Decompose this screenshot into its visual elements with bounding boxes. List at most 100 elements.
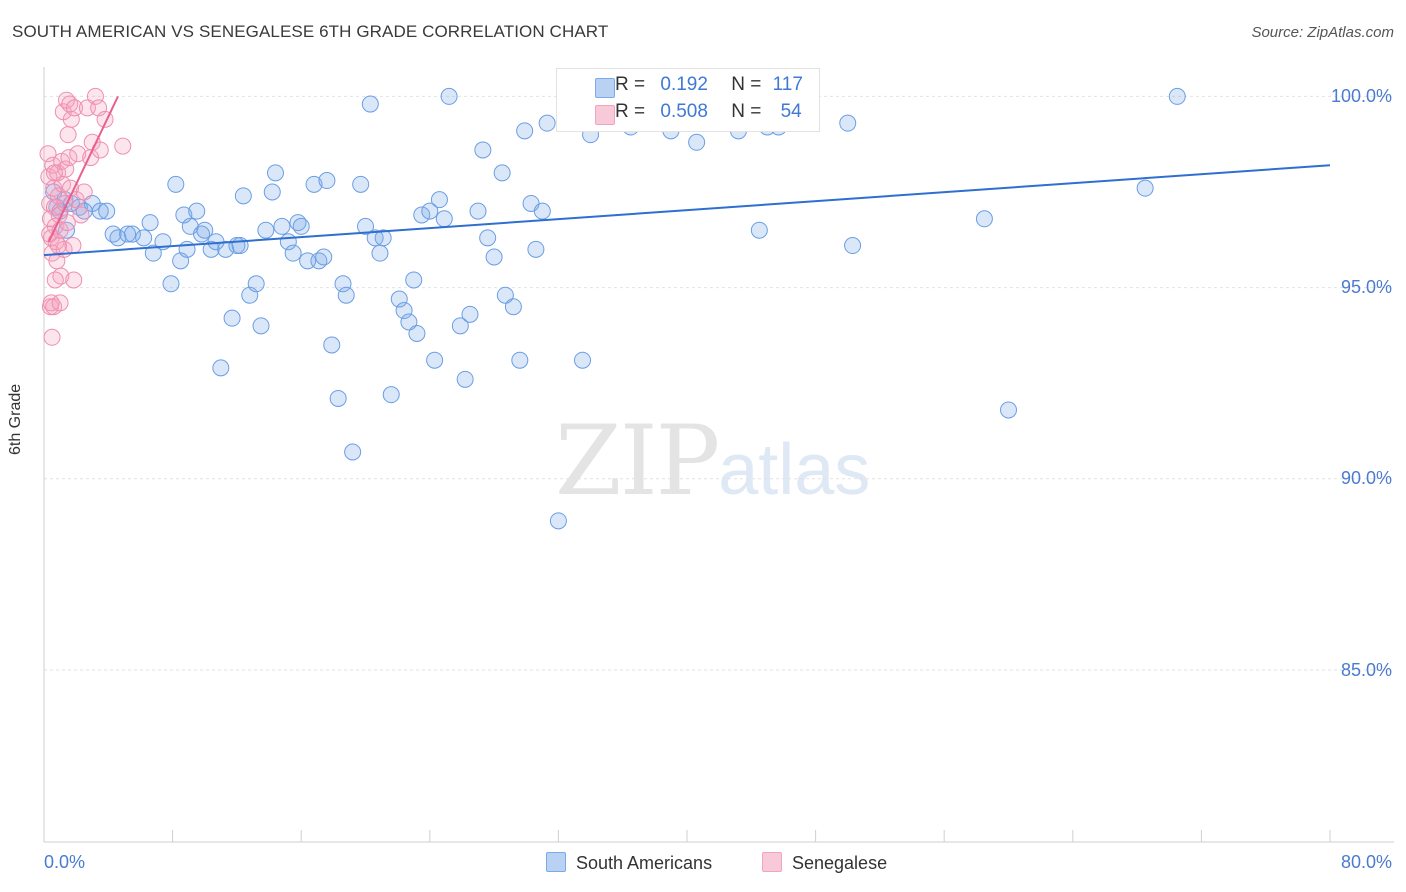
south-american-point-12	[109, 229, 127, 247]
stats-swatch-blue	[595, 78, 615, 98]
legend-item-south-americans[interactable]: South Americans	[546, 852, 712, 874]
south-american-point-52	[323, 336, 341, 354]
south-american-point-74	[440, 87, 458, 105]
south-american-point-55	[337, 286, 355, 304]
south-american-point-35	[234, 187, 252, 205]
south-american-point-85	[511, 351, 529, 369]
south-american-point-42	[273, 217, 291, 235]
south-american-point-113	[1136, 179, 1154, 197]
south-american-point-78	[469, 202, 487, 220]
stats-box: R = 0.192 N = 117 R = 0.508 N = 54	[556, 68, 820, 132]
senegalese-point-48	[46, 271, 64, 289]
south-american-trendline	[43, 164, 1331, 257]
south-american-point-114	[1168, 87, 1186, 105]
south-american-point-27	[196, 221, 214, 239]
stats-r-label: R =	[615, 101, 646, 122]
stats-swatch-pink	[595, 105, 615, 125]
senegalese-point-26	[60, 149, 78, 167]
south-american-point-79	[474, 141, 492, 159]
south-american-point-41	[266, 164, 284, 182]
south-american-point-48	[305, 175, 323, 193]
south-american-point-56	[344, 443, 362, 461]
senegalese-point-34	[69, 145, 87, 163]
legend-swatch-blue	[546, 852, 566, 872]
south-american-point-101	[688, 133, 706, 151]
senegalese-point-32	[66, 99, 84, 117]
south-american-point-58	[357, 217, 374, 235]
south-american-point-61	[371, 244, 389, 262]
south-american-point-62	[374, 229, 392, 247]
south-american-point-51	[318, 172, 336, 190]
south-american-point-32	[223, 309, 241, 327]
south-american-point-88	[527, 240, 545, 258]
south-american-point-110	[844, 237, 862, 255]
south-american-point-75	[451, 317, 469, 335]
south-american-point-13	[119, 225, 137, 243]
south-american-point-59	[361, 95, 379, 113]
south-american-point-111	[975, 210, 993, 228]
legend-swatch-pink	[762, 852, 782, 872]
senegalese-point-24	[58, 214, 76, 232]
senegalese-point-30	[64, 237, 82, 255]
south-american-point-72	[430, 191, 448, 209]
south-american-point-73	[435, 210, 453, 228]
senegalese-point-25	[59, 126, 77, 144]
y-tick-label-100: 100.0%	[1330, 86, 1392, 106]
senegalese-point-53	[49, 237, 67, 255]
south-american-point-9	[91, 202, 109, 220]
south-american-point-94	[574, 351, 592, 369]
stats-row-senegalese: R = 0.508 N = 54	[595, 101, 802, 127]
south-american-point-89	[533, 202, 551, 220]
x-tick-label-min: 0.0%	[44, 852, 86, 872]
senegalese-point-35	[72, 206, 90, 224]
stats-r-label: R =	[615, 74, 646, 95]
y-tick-label-90: 90.0%	[1340, 468, 1392, 488]
south-american-point-25	[188, 202, 206, 220]
south-american-point-14	[123, 225, 141, 243]
south-american-point-16	[141, 214, 159, 232]
south-american-point-112	[1000, 401, 1017, 419]
south-american-point-15	[135, 229, 153, 247]
south-american-point-86	[516, 122, 534, 140]
y-axis-label: 6th Grade	[7, 383, 24, 455]
south-american-point-68	[408, 324, 426, 342]
south-american-point-46	[292, 217, 310, 235]
south-american-point-91	[549, 512, 567, 530]
south-american-point-77	[461, 305, 479, 323]
south-american-point-104	[750, 221, 768, 239]
south-american-point-40	[263, 183, 281, 201]
south-american-point-57	[352, 175, 370, 193]
senegalese-point-36	[75, 183, 93, 201]
chart-source: Source: ZipAtlas.com	[1251, 24, 1394, 41]
south-american-point-20	[167, 175, 185, 193]
stats-n-value: 54	[780, 101, 802, 122]
stats-n-label: N =	[731, 101, 762, 122]
south-american-point-10	[98, 202, 116, 220]
south-american-point-19	[162, 275, 180, 293]
south-american-point-53	[329, 389, 347, 407]
south-american-point-70	[421, 202, 439, 220]
south-american-point-81	[485, 248, 503, 266]
chart-title: SOUTH AMERICAN VS SENEGALESE 6TH GRADE C…	[12, 22, 609, 41]
y-tick-label-95: 95.0%	[1340, 277, 1392, 297]
legend-label: Senegalese	[792, 853, 888, 873]
south-american-point-30	[212, 359, 230, 377]
south-american-point-44	[284, 244, 302, 262]
south-american-point-50	[315, 248, 333, 266]
stats-r-value: 0.508	[660, 101, 708, 122]
senegalese-point-52	[45, 164, 63, 182]
south-american-point-90	[538, 114, 556, 132]
senegalese-point-50	[114, 137, 132, 155]
south-american-point-109	[839, 114, 857, 132]
senegalese-trendline	[47, 95, 119, 243]
stats-n-label: N =	[731, 74, 762, 95]
legend-item-senegalese[interactable]: Senegalese	[762, 852, 887, 874]
south-american-point-39	[257, 221, 275, 239]
south-american-point-37	[247, 275, 265, 293]
south-american-point-38	[252, 317, 270, 335]
stats-n-value: 117	[772, 74, 803, 95]
south-american-point-34	[231, 237, 249, 255]
south-american-point-67	[405, 271, 423, 289]
senegalese-point-49	[51, 294, 69, 312]
legend-label: South Americans	[576, 853, 713, 873]
